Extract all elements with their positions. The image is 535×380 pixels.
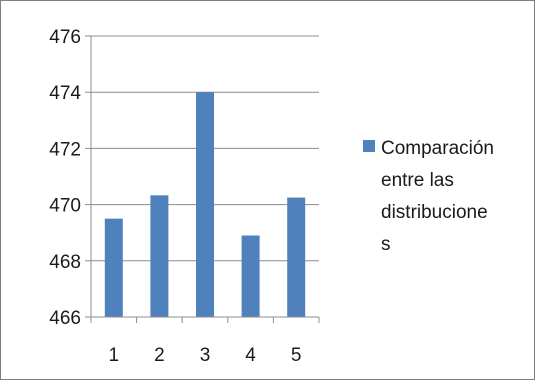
y-tick-label: 472 (49, 139, 81, 160)
x-tick-label: 4 (245, 345, 256, 366)
x-tick-label: 5 (291, 345, 302, 366)
y-tick-label: 466 (49, 308, 81, 329)
bars (104, 92, 306, 317)
bar (104, 218, 123, 317)
legend-swatch (363, 140, 375, 152)
x-tick-label: 3 (200, 345, 211, 366)
y-tick-label: 474 (49, 83, 81, 104)
y-tick-label: 468 (49, 252, 81, 273)
y-axis-ticks: 466 468 470 472 474 476 (49, 27, 91, 329)
bar (196, 92, 214, 317)
y-tick-label: 476 (49, 27, 81, 48)
x-tick-label: 2 (154, 345, 165, 366)
axes (90, 36, 319, 318)
legend-line-2: entre las (381, 170, 454, 191)
bar (287, 197, 306, 317)
legend-line-4: s (381, 234, 391, 255)
legend-line-3: distribucione (381, 202, 488, 223)
x-tick-label: 1 (109, 345, 120, 366)
x-axis-ticks: 1 2 3 4 5 (90, 317, 320, 366)
bar (241, 235, 260, 317)
y-tick-label: 470 (49, 196, 81, 217)
legend: Comparación entre las distribucione s (363, 138, 494, 255)
bar (150, 195, 169, 317)
legend-line-1: Comparación (381, 138, 494, 159)
